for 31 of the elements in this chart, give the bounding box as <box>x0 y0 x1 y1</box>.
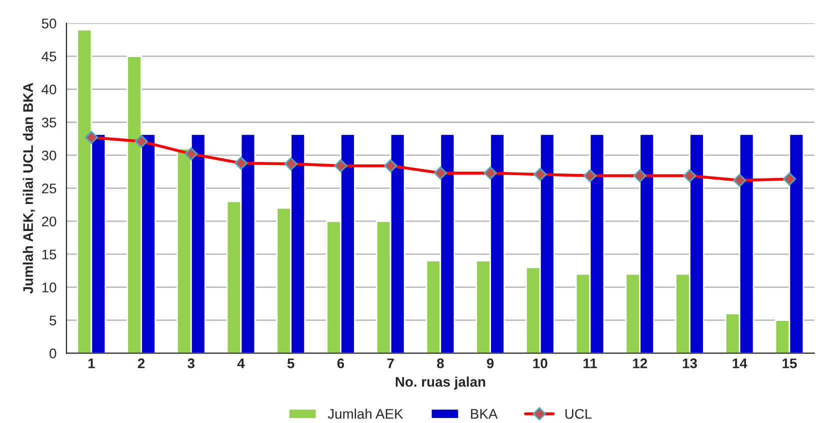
x-tick-label: 7 <box>387 358 394 368</box>
legend-label: BKA <box>471 409 498 419</box>
y-tick-label: 40 <box>42 84 56 94</box>
y-tick-label: 15 <box>42 250 56 260</box>
y-tick-label: 0 <box>50 348 56 358</box>
x-tick-label: 1 <box>88 358 95 368</box>
y-tick-label: 50 <box>42 18 56 28</box>
x-tick-label: 10 <box>533 358 548 368</box>
legend-label: Jumlah AEK <box>328 408 404 419</box>
x-tick-label: 12 <box>633 358 648 368</box>
x-tick-label: 13 <box>682 358 697 368</box>
x-tick-label: 15 <box>782 358 797 368</box>
y-tick-label: 25 <box>42 184 56 194</box>
x-tick-label: 9 <box>486 358 494 368</box>
x-tick-label: 4 <box>237 358 245 368</box>
x-tick-label: 6 <box>337 358 344 368</box>
x-tick-label: 11 <box>584 358 597 368</box>
y-tick-label: 5 <box>50 316 56 326</box>
y-tick-label: 45 <box>42 52 56 62</box>
y-tick-label: 10 <box>42 282 56 292</box>
x-tick-label: 5 <box>287 358 294 368</box>
x-tick-label: 14 <box>732 358 748 368</box>
y-axis-title: Jumlah AEK, nilai UCL dan BKA <box>22 82 36 294</box>
x-axis-title: No. ruas jalan <box>396 376 486 390</box>
x-tick-label: 3 <box>188 358 194 368</box>
y-tick-label: 30 <box>42 150 56 160</box>
legend-label: UCL <box>565 408 592 419</box>
y-tick-label: 20 <box>42 216 56 226</box>
y-tick-label: 35 <box>42 118 56 128</box>
x-tick-label: 2 <box>138 358 145 368</box>
x-tick-label: 8 <box>437 358 444 368</box>
